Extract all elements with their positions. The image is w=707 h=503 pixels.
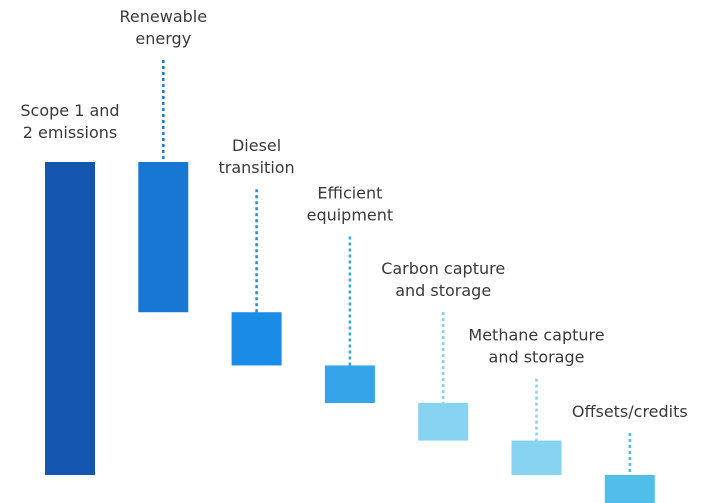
bar-label: Scope 1 and 2 emissions	[20, 101, 119, 142]
bar-label: Diesel transition	[218, 136, 294, 177]
bar-label: Efficient equipment	[307, 183, 394, 224]
bar-label: Methane capture and storage	[468, 326, 604, 367]
bar-label: Offsets/credits	[572, 402, 688, 421]
bar	[45, 162, 95, 475]
bar	[604, 475, 655, 503]
bar	[324, 365, 375, 404]
bar	[418, 403, 469, 441]
bar	[231, 312, 282, 366]
bar	[138, 162, 189, 313]
bar-label: Renewable energy	[120, 7, 208, 48]
bar-label: Carbon capture and storage	[381, 259, 505, 300]
bar	[511, 440, 562, 475]
